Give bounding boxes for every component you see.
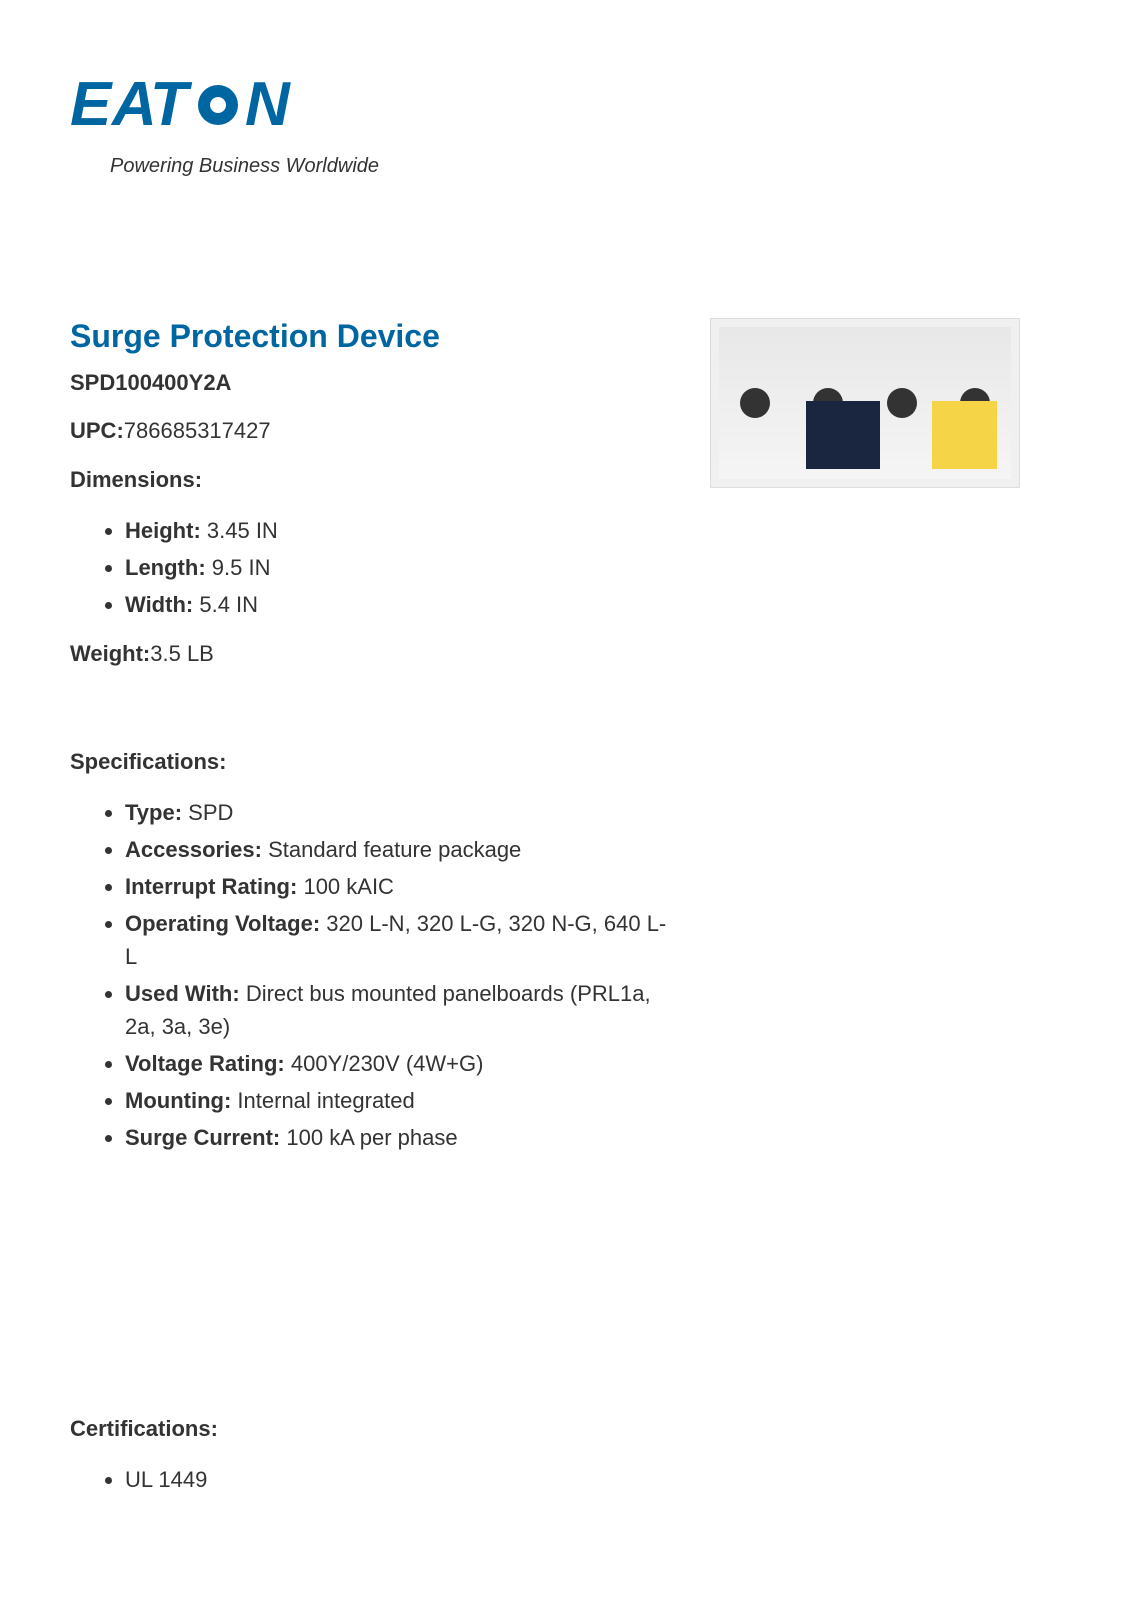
certifications-section: Certifications: UL 1449 <box>70 1414 670 1496</box>
spec-used-with: Used With: Direct bus mounted panelboard… <box>125 977 670 1043</box>
upc-label: UPC: <box>70 418 124 443</box>
dimension-width: Width: 5.4 IN <box>125 588 670 621</box>
left-column: Surge Protection Device SPD100400Y2A UPC… <box>70 318 670 1514</box>
logo-tagline: Powering Business Worldwide <box>110 155 1061 178</box>
weight-line: Weight:3.5 LB <box>70 639 670 670</box>
product-title: Surge Protection Device <box>70 318 670 355</box>
weight-value: 3.5 LB <box>150 641 214 666</box>
svg-text:E: E <box>70 70 113 139</box>
weight-label: Weight: <box>70 641 150 666</box>
upc-value: 786685317427 <box>124 418 271 443</box>
cert-item: UL 1449 <box>125 1463 670 1496</box>
svg-text:N: N <box>245 70 291 139</box>
right-column <box>710 318 1020 1514</box>
specifications-heading: Specifications: <box>70 747 670 778</box>
spec-interrupt-rating: Interrupt Rating: 100 kAIC <box>125 870 670 903</box>
product-mounting-hole <box>740 388 770 418</box>
dimension-length: Length: 9.5 IN <box>125 551 670 584</box>
upc-line: UPC:786685317427 <box>70 416 670 447</box>
eaton-logo-svg: E A T N <box>70 70 350 140</box>
spec-surge-current: Surge Current: 100 kA per phase <box>125 1121 670 1154</box>
model-number: SPD100400Y2A <box>70 370 670 396</box>
svg-text:A: A <box>110 70 155 139</box>
product-image <box>710 318 1020 488</box>
specifications-list: Type: SPD Accessories: Standard feature … <box>125 796 670 1154</box>
certifications-heading: Certifications: <box>70 1414 670 1445</box>
logo-brand-text: E A T N <box>70 70 1061 150</box>
dimensions-list: Height: 3.45 IN Length: 9.5 IN Width: 5.… <box>125 514 670 621</box>
spec-voltage-rating: Voltage Rating: 400Y/230V (4W+G) <box>125 1047 670 1080</box>
dimensions-heading: Dimensions: <box>70 465 670 496</box>
product-caution-label <box>932 401 996 469</box>
product-mounting-hole <box>887 388 917 418</box>
product-image-inner <box>719 327 1012 478</box>
dimension-height: Height: 3.45 IN <box>125 514 670 547</box>
svg-text:T: T <box>150 70 193 139</box>
product-label-panel <box>806 401 879 469</box>
content-wrapper: Surge Protection Device SPD100400Y2A UPC… <box>70 318 1061 1514</box>
spec-operating-voltage: Operating Voltage: 320 L-N, 320 L-G, 320… <box>125 907 670 973</box>
certifications-list: UL 1449 <box>125 1463 670 1496</box>
spec-type: Type: SPD <box>125 796 670 829</box>
spec-accessories: Accessories: Standard feature package <box>125 833 670 866</box>
spec-mounting: Mounting: Internal integrated <box>125 1084 670 1117</box>
company-logo: E A T N Powering Business Worldwide <box>70 70 1061 178</box>
